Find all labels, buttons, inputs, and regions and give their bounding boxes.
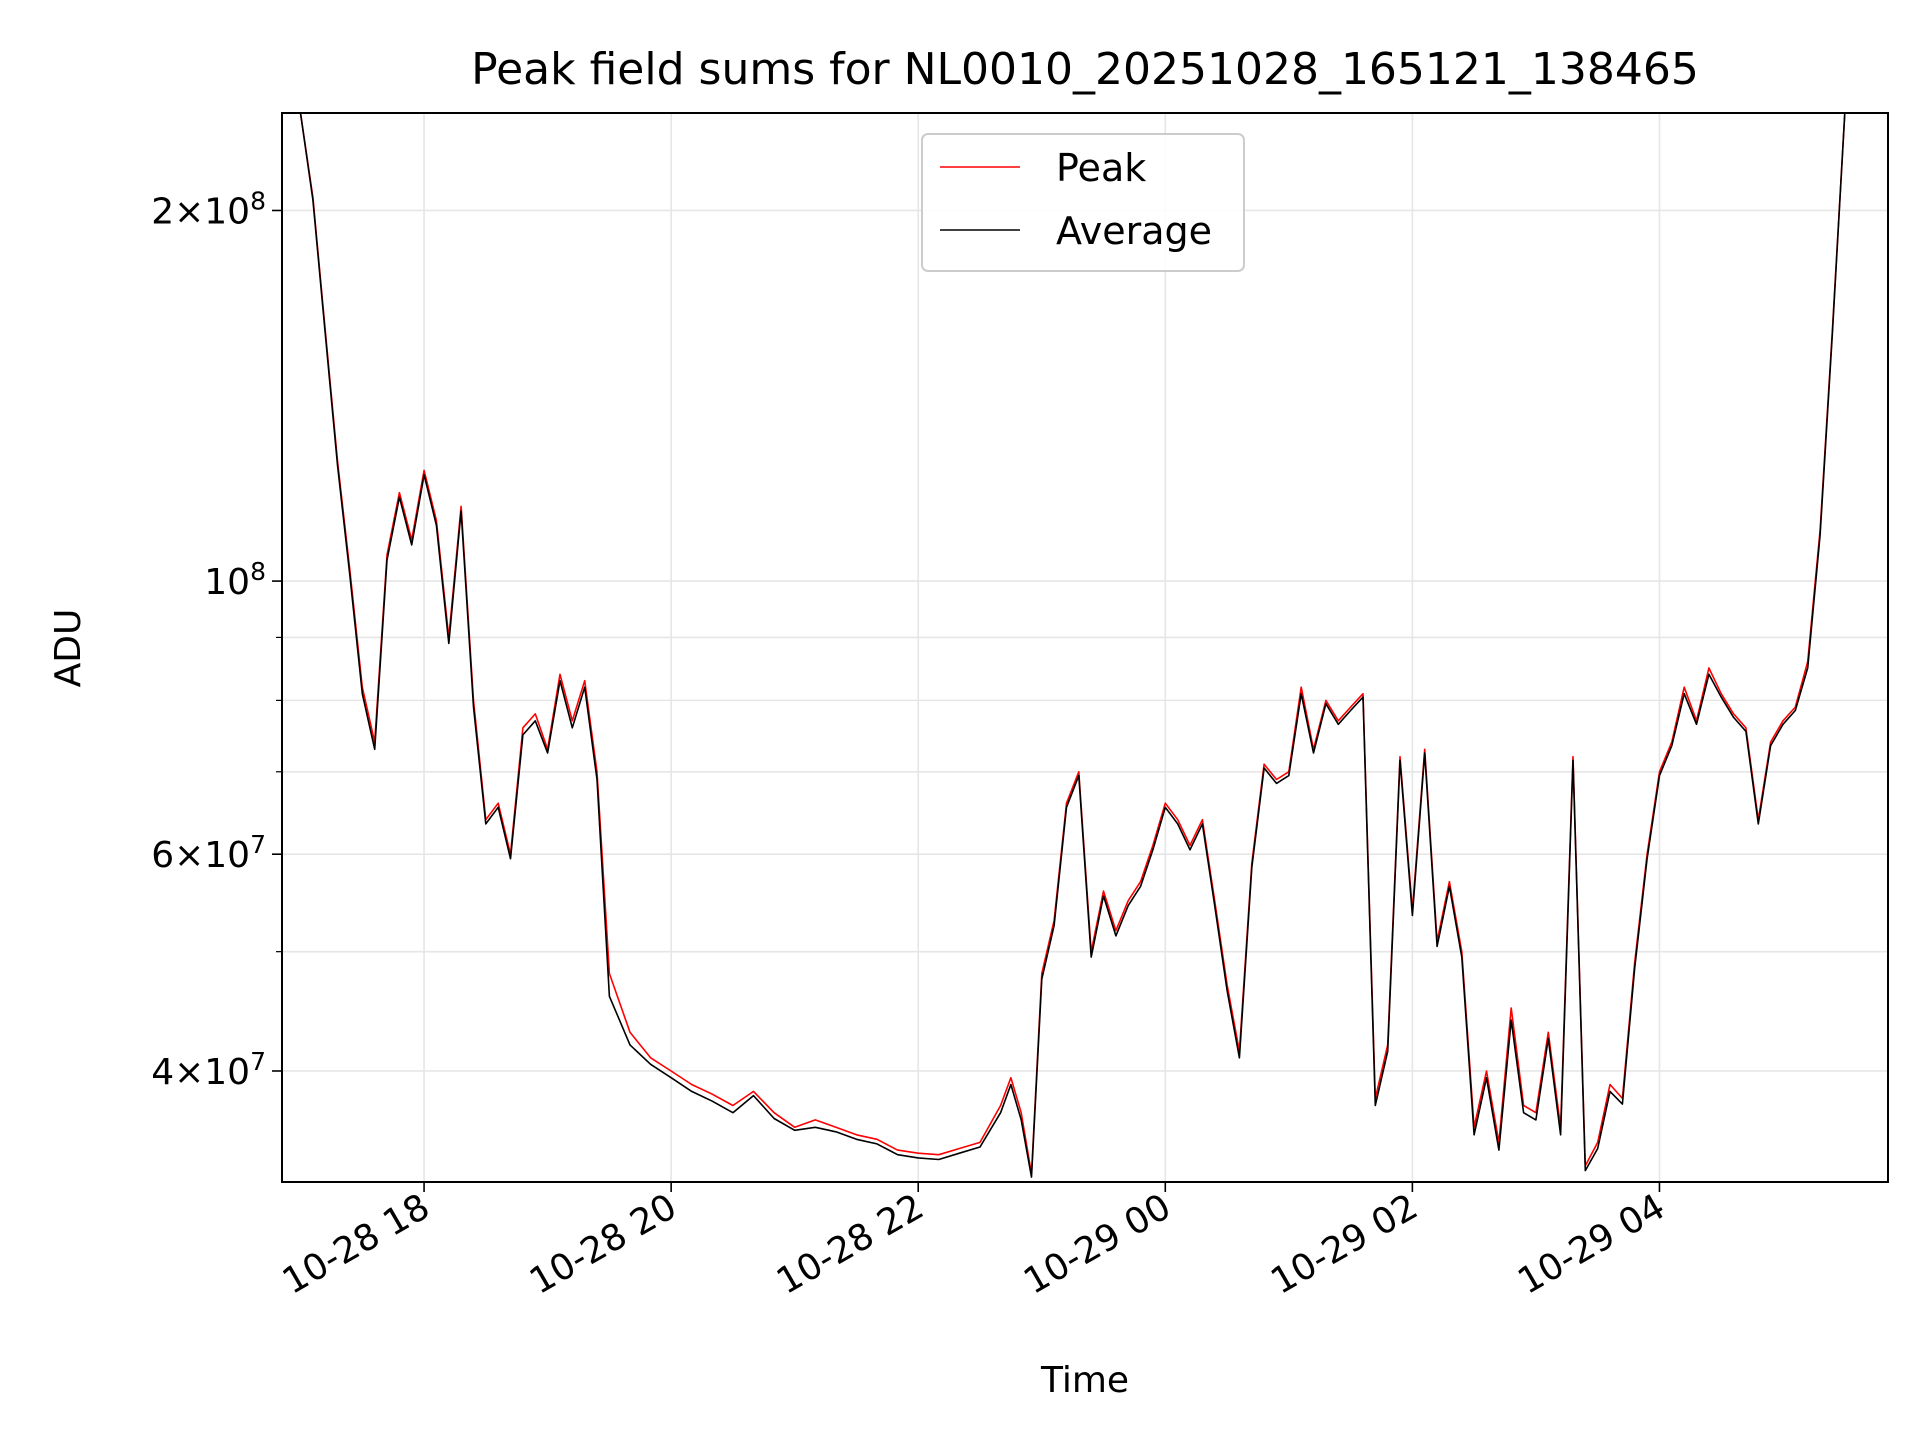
legend-label-average: Average [1056,209,1212,253]
legend: Peak Average [921,133,1245,272]
y-tick-label: 6×107 [151,830,266,876]
y-axis: 4×107 6×107 108 2×108 [151,186,282,1093]
series-layer [299,113,1846,1178]
legend-box [921,133,1245,272]
chart-title: Peak field sums for NL0010_20251028_1651… [471,44,1699,95]
y-tick-label: 2×108 [151,186,266,232]
y-axis-label: ADU [48,609,89,688]
y-tick-label: 108 [204,557,266,603]
x-axis-label: Time [1040,1360,1129,1401]
series-line-average [299,113,1846,1178]
plot-frame [281,112,1889,1183]
legend-label-peak: Peak [1056,146,1146,190]
y-tick-label: 4×107 [151,1047,266,1093]
series-line-peak [299,113,1846,1175]
